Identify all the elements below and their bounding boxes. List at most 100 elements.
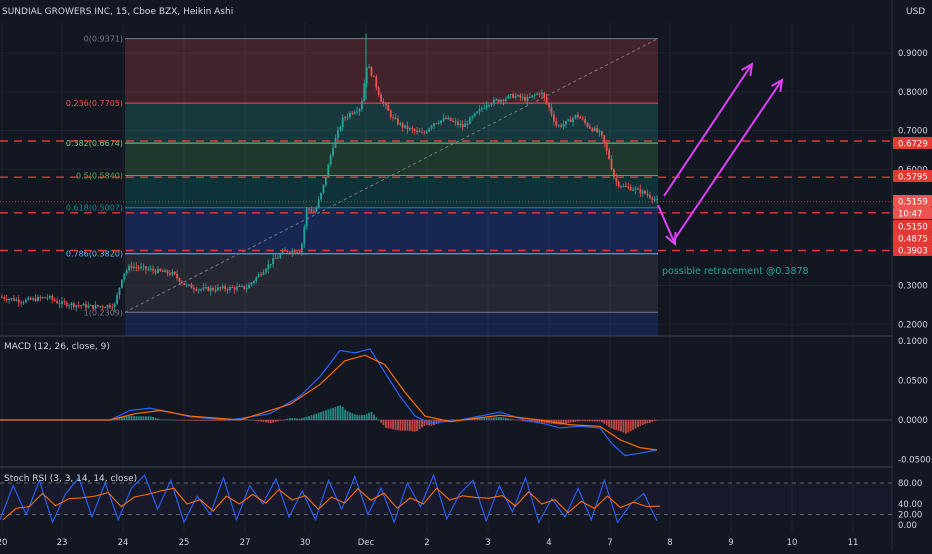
- candle-body: [464, 123, 466, 128]
- macd-histogram-bar: [245, 419, 248, 420]
- macd-histogram-bar: [142, 416, 145, 420]
- macd-histogram-bar: [116, 418, 118, 420]
- candle-body: [305, 208, 308, 227]
- macd-tick-label: 0.0500: [898, 377, 928, 387]
- candle-body: [445, 118, 447, 120]
- candle-body: [377, 87, 380, 95]
- macd-histogram-bar: [473, 418, 476, 420]
- candle-body: [161, 270, 164, 272]
- price-tag-text: 0.5150: [898, 223, 928, 233]
- candle-body: [435, 123, 438, 125]
- arrow-head: [771, 78, 784, 93]
- macd-histogram-bar: [308, 415, 310, 420]
- price-tag-text: 0.5159: [898, 198, 928, 208]
- candle-body: [625, 186, 627, 188]
- candle-body: [101, 306, 104, 308]
- candle-body: [332, 147, 334, 156]
- macd-histogram-bar: [644, 420, 646, 425]
- candle-body: [169, 273, 171, 275]
- chart-title: SUNDIAL GROWERS INC, 15, Cboe BZX, Heiki…: [2, 7, 233, 17]
- candle-body: [543, 92, 546, 98]
- price-tag-text: 0.5795: [898, 173, 928, 183]
- fib-retracement[interactable]: 0(0.9371) 0.236(0.7705) 0.382(0.6674) 0.5(0…: [66, 35, 659, 336]
- candle-body: [589, 126, 591, 129]
- candle-body: [233, 287, 236, 290]
- macd-histogram-bar: [584, 420, 586, 422]
- macd-histogram-bar: [214, 420, 217, 421]
- macd-histogram-bar: [269, 420, 272, 424]
- macd-histogram-bar: [500, 416, 502, 420]
- candle-body: [147, 269, 150, 271]
- candle-body: [555, 121, 558, 126]
- fib-zone: [125, 103, 658, 144]
- candle-body: [550, 107, 553, 115]
- price-series: [1, 33, 658, 312]
- candle-body: [327, 164, 330, 177]
- macd-tick-label: 0.0000: [898, 416, 928, 426]
- candle-body: [373, 75, 375, 77]
- macd-histogram-bar: [519, 420, 522, 421]
- macd-histogram-bar: [248, 419, 250, 421]
- macd-histogram-bar: [392, 420, 394, 430]
- macd-histogram-bar: [159, 419, 162, 420]
- candle-body: [601, 131, 603, 136]
- retracement-annotation: possible retracement @0.3878: [662, 266, 809, 277]
- candle-body: [291, 250, 294, 253]
- candle-body: [13, 298, 15, 301]
- fib-zone: [125, 38, 658, 104]
- candle-body: [495, 99, 498, 101]
- candle-body: [500, 99, 502, 102]
- price-tag: 0.6729: [893, 137, 932, 150]
- candle-body: [157, 268, 159, 273]
- candle-body: [296, 252, 298, 254]
- candle-body: [473, 113, 476, 117]
- candle-body: [80, 305, 82, 307]
- macd-histogram-bar: [147, 416, 150, 420]
- macd-histogram-bar: [128, 415, 130, 420]
- candle-body: [418, 130, 421, 133]
- macd-histogram-bar: [281, 420, 284, 421]
- candle-body: [627, 186, 630, 188]
- candle-body: [562, 124, 565, 127]
- candle-body: [77, 305, 80, 307]
- macd-histogram-bar: [329, 408, 332, 420]
- candle-body: [39, 296, 42, 298]
- stoch-tick-label: 0.00: [898, 521, 917, 531]
- macd-histogram-bar: [334, 406, 337, 420]
- macd-histogram-bar: [579, 420, 582, 422]
- candle-body: [605, 143, 608, 151]
- macd-histogram-bar: [452, 419, 454, 421]
- date-tick-label: 20: [0, 538, 7, 548]
- macd-histogram-bar: [123, 417, 126, 420]
- macd-histogram-bar: [574, 420, 577, 422]
- candle-body: [212, 287, 214, 290]
- macd-histogram-bar: [377, 419, 380, 421]
- fib-zone: [125, 175, 658, 208]
- candle-body: [476, 111, 478, 114]
- macd-histogram-bar: [413, 420, 416, 432]
- candle-body: [581, 118, 584, 120]
- macd-histogram-bar: [505, 417, 507, 420]
- macd-histogram-bar: [195, 420, 198, 421]
- macd-histogram-bar: [298, 418, 301, 420]
- macd-histogram-bar: [166, 419, 169, 421]
- macd-histogram-bar: [313, 414, 315, 420]
- candle-body: [512, 94, 514, 98]
- price-tag: 0.4875: [893, 232, 932, 245]
- macd-histogram-bar: [161, 419, 164, 421]
- arrow-head: [741, 62, 754, 77]
- projection-arrows[interactable]: [657, 62, 784, 247]
- candle-body: [207, 287, 210, 291]
- date-tick-label: 27: [240, 538, 251, 548]
- candle-body: [634, 188, 637, 190]
- macd-histogram-bar: [296, 418, 298, 420]
- candle-body: [85, 303, 87, 308]
- macd-histogram-bar: [572, 420, 574, 423]
- candle-body: [406, 125, 409, 130]
- macd-histogram-bar: [368, 412, 370, 420]
- macd-histogram-bar: [603, 420, 606, 424]
- macd-histogram-bar: [387, 420, 390, 429]
- candle-body: [241, 285, 243, 287]
- candle-body: [541, 92, 543, 95]
- candle-body: [651, 197, 654, 200]
